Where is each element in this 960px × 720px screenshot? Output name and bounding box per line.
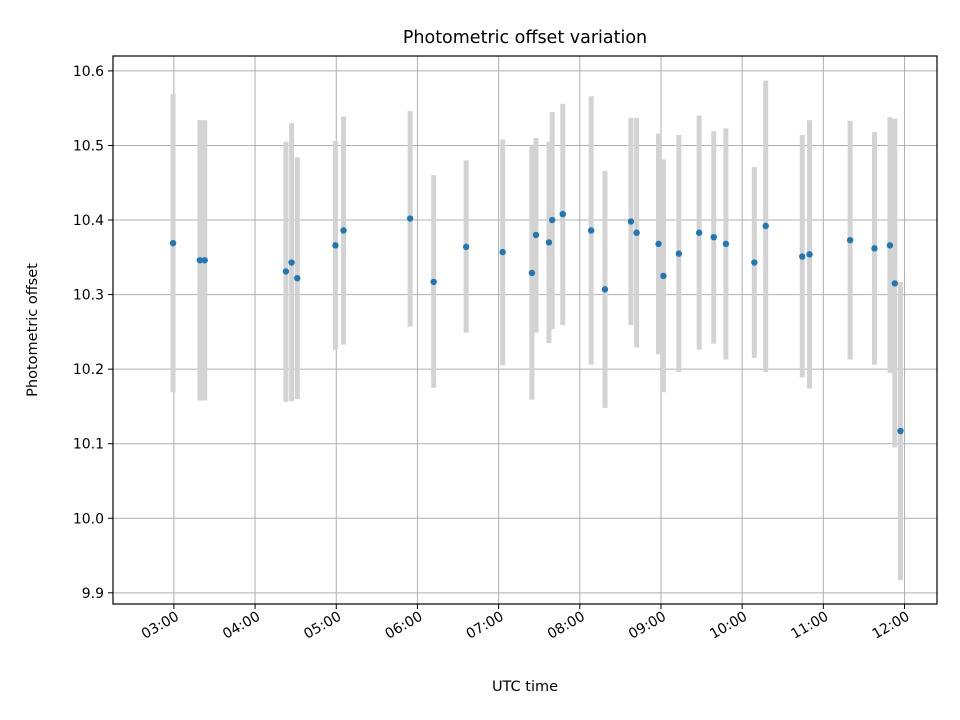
data-point	[499, 248, 506, 256]
data-point	[601, 286, 609, 293]
data-point	[871, 245, 878, 252]
data-point	[532, 231, 540, 239]
data-point	[201, 257, 208, 264]
y-tick-label: 9.9	[82, 586, 104, 602]
data-point	[891, 280, 898, 287]
y-tick-label: 10.2	[73, 362, 104, 378]
data-point	[294, 274, 301, 282]
data-point	[722, 240, 730, 248]
y-tick-label: 10.1	[73, 437, 104, 453]
data-point	[633, 229, 640, 236]
data-point	[627, 218, 635, 225]
data-point	[548, 216, 556, 224]
data-point	[695, 229, 703, 236]
y-tick-label: 10.3	[73, 288, 104, 304]
data-point	[897, 427, 904, 435]
data-point	[430, 278, 437, 286]
x-axis-label: UTC time	[492, 679, 558, 695]
data-point	[340, 227, 347, 234]
data-point	[886, 242, 894, 249]
data-point	[406, 215, 414, 222]
data-point	[587, 227, 595, 234]
data-point	[675, 250, 683, 257]
y-tick-label: 10.4	[73, 213, 104, 229]
data-point	[288, 259, 295, 266]
data-point	[545, 239, 553, 246]
data-point	[169, 239, 177, 247]
data-point	[196, 257, 204, 264]
y-tick-label: 10.0	[73, 511, 104, 527]
data-point	[559, 210, 566, 218]
data-point	[710, 233, 717, 241]
data-point	[332, 242, 339, 249]
data-point	[806, 251, 813, 258]
y-tick-label: 10.5	[73, 138, 104, 154]
y-axis-label: Photometric offset	[25, 263, 41, 397]
data-point	[462, 243, 470, 251]
data-point	[282, 268, 290, 275]
plot-frame	[112, 55, 938, 605]
chart-title: Photometric offset variation	[403, 28, 647, 48]
data-point	[751, 259, 758, 266]
data-point	[660, 272, 667, 280]
data-point	[799, 253, 806, 260]
data-point	[846, 236, 854, 244]
y-tick-label: 10.6	[73, 64, 104, 80]
data-point	[655, 240, 662, 248]
data-point	[528, 269, 536, 277]
data-point	[762, 222, 769, 230]
y-axis-ticks: 9.9 10.0 10.1 10.2 10.3 10.4 10.5 10.6	[73, 64, 113, 602]
data-points	[169, 210, 904, 435]
